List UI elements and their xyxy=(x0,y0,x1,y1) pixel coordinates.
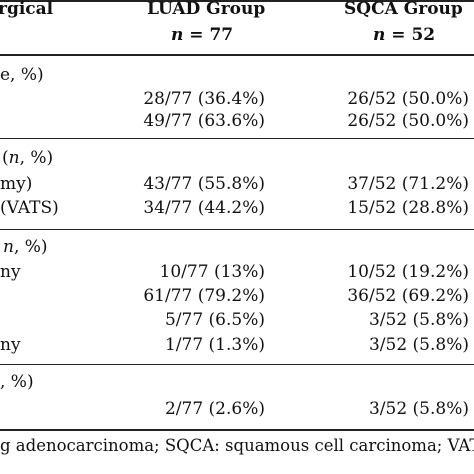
header-luad-n: n = 77 xyxy=(171,25,233,45)
section-2-row-2-label: (VATS) xyxy=(0,198,59,218)
header-sqca-n: n = 52 xyxy=(373,25,435,45)
section-3-rule xyxy=(0,364,474,365)
section-3-row-4-sqca: 3/52 (5.8%) xyxy=(368,335,469,355)
header-luad-group: LUAD Group xyxy=(147,0,266,19)
section-1-row-1-luad: 28/77 (36.4%) xyxy=(143,89,265,109)
section-2-row-2-sqca: 15/52 (28.8%) xyxy=(347,198,469,218)
section-2-row-2-luad: 34/77 (44.2%) xyxy=(143,198,265,218)
table-footnote: g adenocarcinoma; SQCA: squamous cell ca… xyxy=(0,436,474,455)
section-3-row-1-sqca: 10/52 (19.2%) xyxy=(347,262,469,282)
header-sqca-n-label: n xyxy=(373,25,386,45)
header-sqca-n-value: = 52 xyxy=(385,25,436,45)
header-sqca-group: SQCA Group xyxy=(344,0,463,19)
section-2-row-1-sqca: 37/52 (71.2%) xyxy=(347,174,469,194)
section-3-row-1-luad: 10/77 (13%) xyxy=(159,262,265,282)
section-1-row-1-sqca: 26/52 (50.0%) xyxy=(347,89,469,109)
header-surgical: rgical xyxy=(0,0,54,19)
section-4-heading: , %) xyxy=(0,372,34,392)
section-1-row-2-sqca: 26/52 (50.0%) xyxy=(347,111,469,131)
section-2-heading-pre: ( xyxy=(2,148,9,168)
section-2-heading-post: , %) xyxy=(19,148,54,168)
section-3-row-3-sqca: 3/52 (5.8%) xyxy=(368,310,469,330)
section-3-row-4-luad: 1/77 (1.3%) xyxy=(164,335,265,355)
section-2-row-1-luad: 43/77 (55.8%) xyxy=(143,174,265,194)
section-3-row-2-sqca: 36/52 (69.2%) xyxy=(347,286,469,306)
section-3-row-2-luad: 61/77 (79.2%) xyxy=(143,286,265,306)
section-2-heading: (n, %) xyxy=(2,148,53,168)
section-3-heading-n: n xyxy=(3,237,14,257)
section-2-row-1-label: my) xyxy=(0,174,33,194)
header-rule xyxy=(0,54,474,56)
section-3-row-4-label: ny xyxy=(0,335,21,355)
table-top-rule xyxy=(0,0,474,2)
section-3-heading: n, %) xyxy=(3,237,48,257)
header-luad-n-value: = 77 xyxy=(183,25,234,45)
section-4-row-1-luad: 2/77 (2.6%) xyxy=(164,399,265,419)
section-2-heading-n: n xyxy=(8,148,20,168)
section-1-heading: e, %) xyxy=(0,65,44,85)
section-3-heading-post: , %) xyxy=(13,237,48,257)
section-4-row-1-sqca: 3/52 (5.8%) xyxy=(368,399,469,419)
header-luad-n-label: n xyxy=(171,25,184,45)
section-2-rule xyxy=(0,229,474,230)
table-bottom-rule xyxy=(0,429,474,431)
section-1-rule xyxy=(0,138,474,139)
section-3-row-1-label: ny xyxy=(0,262,21,282)
section-1-row-2-luad: 49/77 (63.6%) xyxy=(143,111,265,131)
section-3-row-3-luad: 5/77 (6.5%) xyxy=(164,310,265,330)
